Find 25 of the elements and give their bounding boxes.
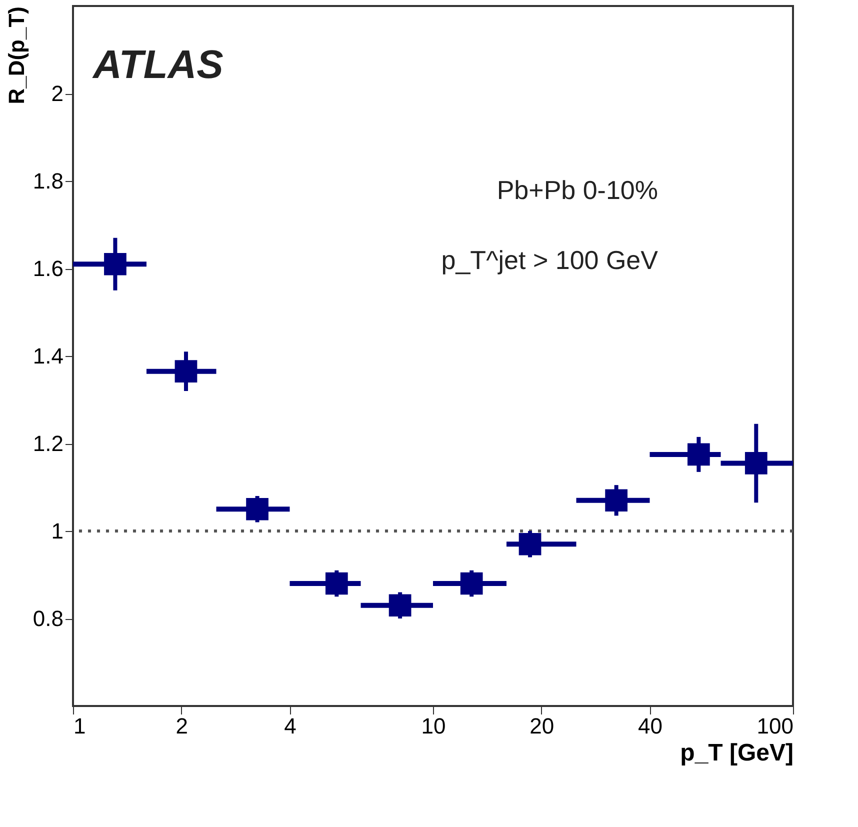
y-tick-label: 2 <box>51 81 64 106</box>
y-tick-label: 0.8 <box>32 606 64 631</box>
y-axis-title: R_D(p_T) <box>4 6 29 104</box>
annotation: ATLAS <box>92 43 224 87</box>
x-tick-label: 10 <box>421 714 446 738</box>
point <box>174 360 198 382</box>
x-tick-label: 20 <box>530 714 554 738</box>
x-tick-label: 4 <box>284 714 296 738</box>
x-tick-label: 40 <box>638 714 662 738</box>
point <box>388 594 412 617</box>
point <box>246 498 268 520</box>
y-tick-label: 1.2 <box>32 431 64 456</box>
point <box>460 572 483 595</box>
y-tick-label: 1 <box>51 518 64 544</box>
y-tick-label: 1.4 <box>32 344 64 368</box>
x-tick-label: 2 <box>176 714 188 738</box>
point <box>744 452 768 474</box>
x-tick-label: 1 <box>74 714 86 738</box>
point <box>104 252 126 276</box>
y-tick-label: 1.6 <box>32 256 64 281</box>
annotation: p_T^jet > 100 GeV <box>441 245 659 275</box>
y-tick-label: 1.8 <box>32 168 64 194</box>
x-tick-label: 100 <box>756 714 794 738</box>
annotation: Pb+Pb 0-10% <box>496 175 658 205</box>
x-axis-title: p_T [GeV] <box>680 740 794 766</box>
